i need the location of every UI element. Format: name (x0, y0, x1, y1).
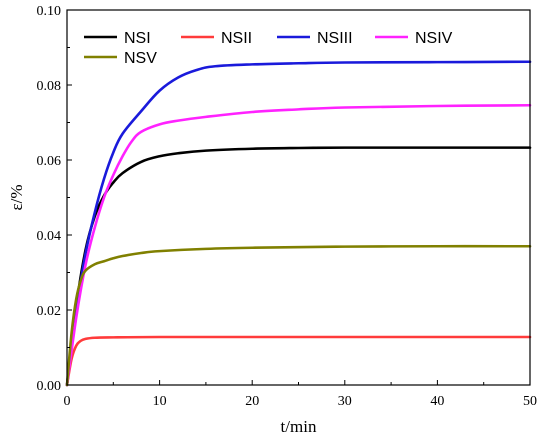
y-tick-label: 0.00 (37, 379, 62, 394)
axis-ticks: 0 10 20 30 40 50 0.00 0.02 0.04 0.06 0.08 0.10 (37, 4, 538, 409)
y-tick-label: 0.06 (37, 154, 62, 169)
series-line-nsii (65, 335, 532, 387)
y-tick-label: 0.10 (37, 4, 62, 19)
x-tick-label: 30 (338, 394, 352, 409)
legend-label-nsi: NSI (124, 30, 151, 47)
x-tick-label: 10 (153, 394, 167, 409)
y-tick-label: 0.02 (37, 304, 62, 319)
x-tick-label: 50 (523, 394, 537, 409)
series-line-nsiv (65, 103, 532, 387)
legend-label-nsv: NSV (124, 50, 157, 67)
legend-label-nsiv: NSIV (415, 30, 453, 47)
x-tick-label: 40 (430, 394, 444, 409)
legend: NSI NSII NSIII NSIV NSV (84, 30, 453, 67)
x-tick-label: 0 (64, 394, 71, 409)
y-axis-title: ε/% (7, 184, 26, 210)
series-line-nsi (65, 146, 532, 387)
plot-lines (65, 60, 532, 387)
x-tick-label: 20 (245, 394, 259, 409)
series-line-nsv (65, 244, 532, 387)
y-tick-label: 0.08 (37, 79, 62, 94)
x-axis-title: t/min (281, 417, 317, 436)
legend-label-nsii: NSII (221, 30, 252, 47)
y-tick-label: 0.04 (37, 229, 62, 244)
legend-label-nsiii: NSIII (317, 30, 353, 47)
series-line-nsiii (65, 60, 532, 387)
